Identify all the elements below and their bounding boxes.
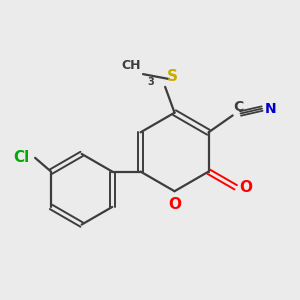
Text: O: O bbox=[240, 180, 253, 195]
Text: O: O bbox=[168, 197, 181, 212]
Text: CH: CH bbox=[122, 59, 141, 72]
Text: C: C bbox=[234, 100, 244, 115]
Text: S: S bbox=[167, 69, 178, 84]
Text: Cl: Cl bbox=[13, 150, 29, 165]
Text: N: N bbox=[265, 102, 277, 116]
Text: 3: 3 bbox=[147, 77, 154, 87]
